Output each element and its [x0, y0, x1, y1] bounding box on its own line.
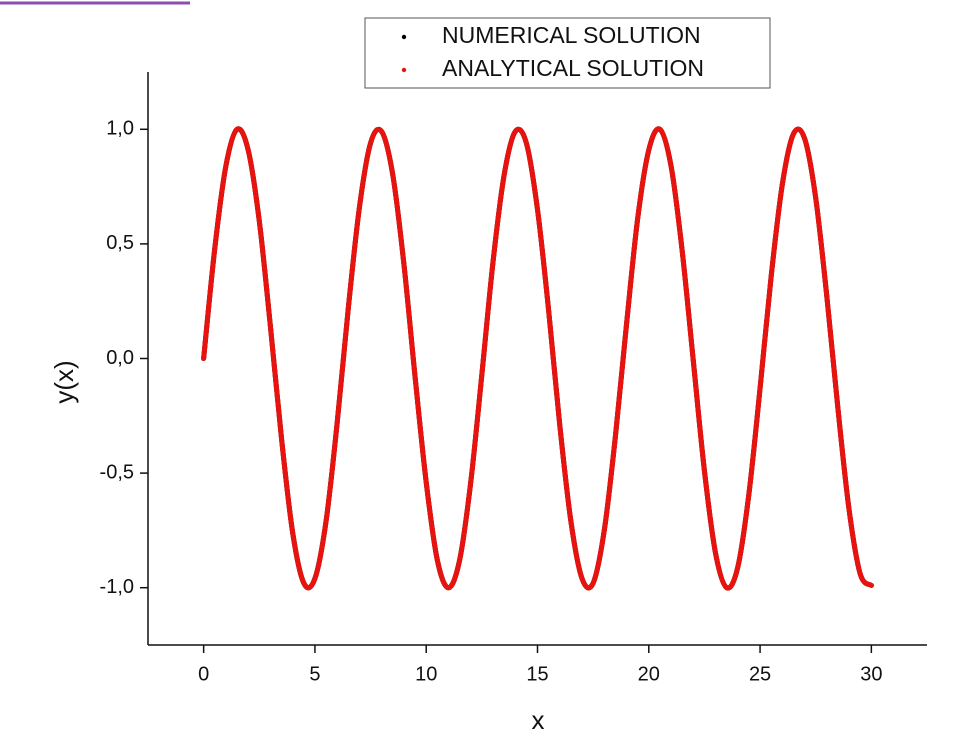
y-tick-label: -0,5: [100, 461, 134, 483]
legend-label: ANALYTICAL SOLUTION: [442, 55, 704, 81]
x-tick-label: 25: [749, 663, 771, 685]
x-axis-title: x: [532, 705, 545, 735]
y-tick-label: 1,0: [106, 118, 134, 140]
x-tick-label: 15: [526, 663, 548, 685]
y-axis-title: y(x): [49, 360, 79, 403]
x-tick-label: 0: [198, 663, 209, 685]
series-line: [201, 126, 874, 591]
legend-marker: [401, 67, 407, 73]
y-tick-label: 0,0: [106, 347, 134, 369]
legend-marker: [401, 34, 407, 40]
legend-label: NUMERICAL SOLUTION: [442, 22, 701, 48]
x-tick-label: 20: [638, 663, 660, 685]
x-tick-label: 30: [860, 663, 882, 685]
x-tick-label: 10: [415, 663, 437, 685]
legend-box: [364, 17, 771, 89]
y-tick-label: 0,5: [106, 232, 134, 254]
y-tick-label: -1,0: [100, 576, 134, 598]
x-tick-label: 5: [309, 663, 320, 685]
